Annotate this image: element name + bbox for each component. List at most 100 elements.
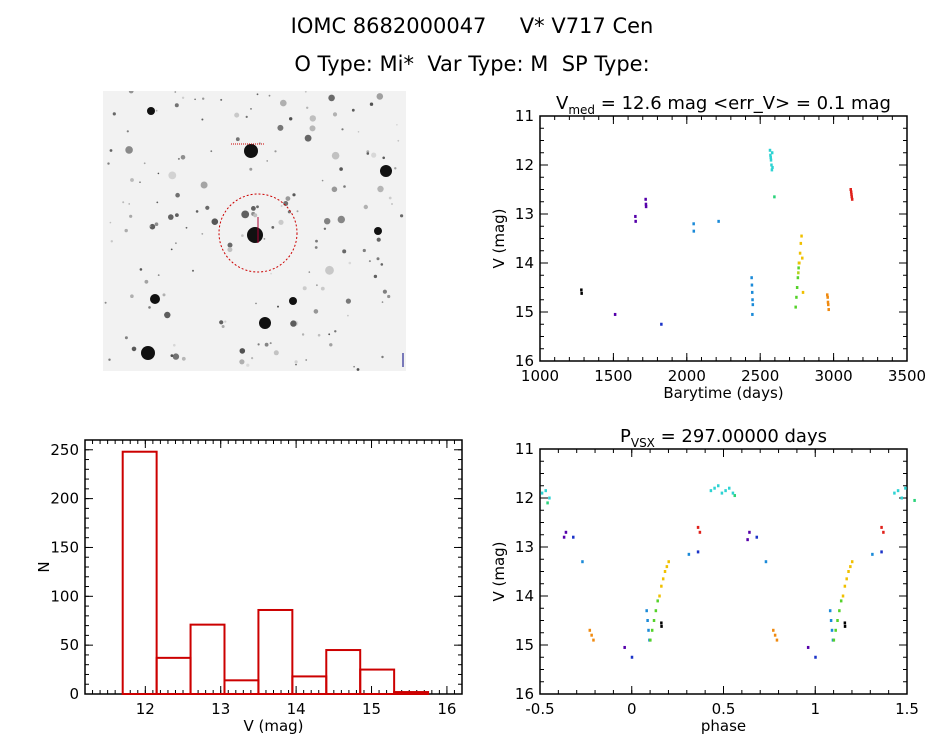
data-point: [646, 619, 649, 622]
x-tick-label: 13: [211, 700, 230, 718]
star: [280, 99, 287, 107]
histogram-bar: [257, 608, 294, 695]
star: [292, 193, 296, 197]
data-point: [634, 214, 637, 218]
star: [328, 333, 331, 336]
data-point: [871, 552, 874, 556]
data-point: [658, 594, 661, 598]
star: [277, 124, 284, 131]
data-point: [904, 486, 907, 490]
star: [227, 247, 233, 253]
star: [331, 151, 340, 160]
star: [195, 210, 199, 213]
star: [334, 330, 337, 333]
star: [396, 124, 398, 126]
data-point: [630, 655, 634, 659]
star: [382, 156, 386, 160]
histogram-bar: [359, 668, 396, 695]
star: [328, 94, 335, 102]
x-axis-label: Barytime (days): [663, 384, 783, 402]
star: [201, 118, 204, 121]
data-point: [724, 489, 727, 493]
data-point: [717, 219, 720, 223]
data-point: [836, 619, 839, 622]
bright-star: [150, 294, 160, 304]
title-main: P: [620, 426, 631, 447]
star: [309, 125, 316, 132]
plot-frame: [84, 439, 463, 695]
data-point: [801, 290, 805, 294]
star: [341, 128, 344, 131]
star: [263, 238, 266, 240]
header-title: IOMC 8682000047 V* V717 Cen: [290, 14, 654, 38]
star: [329, 343, 333, 347]
star: [245, 115, 248, 118]
data-point: [770, 168, 774, 172]
data-point: [845, 577, 848, 581]
data-point: [696, 550, 700, 554]
star: [149, 225, 152, 228]
star: [376, 93, 384, 100]
star: [201, 233, 204, 235]
bright-star: [141, 346, 155, 360]
data-point: [665, 565, 669, 569]
data-point: [771, 165, 774, 169]
x-tick-label: 3500: [888, 367, 926, 385]
data-point: [827, 308, 830, 312]
data-point: [692, 222, 695, 226]
star: [227, 242, 233, 248]
histogram-bar: [291, 675, 328, 696]
x-tick-label: 16: [437, 700, 456, 718]
star: [143, 162, 146, 165]
data-point: [709, 489, 713, 493]
lightcurve-plot: 1000 1500 2000 2500 3000 3500 11 12 13 14 15 16 Bary…: [490, 93, 926, 402]
star: [316, 284, 318, 287]
star: [308, 271, 311, 273]
plot-frame: [539, 115, 908, 362]
data-point: [751, 303, 755, 307]
data-point: [613, 312, 617, 316]
y-tick-label: 14: [515, 587, 534, 605]
data-point: [839, 599, 843, 603]
y-tick-label: 13: [515, 205, 534, 223]
histogram-bar: [155, 656, 192, 695]
star: [234, 112, 240, 118]
star: [107, 162, 110, 165]
star: [109, 149, 113, 152]
data-point: [850, 192, 853, 196]
data-point: [581, 560, 584, 564]
data-point: [775, 638, 779, 642]
data-point: [751, 312, 754, 316]
phased-plot: -0.5 0 0.5 1 1.5 11 12 13 14 15 16 phase V (mag) PVSX…: [490, 426, 919, 735]
data-point: [748, 530, 751, 534]
star: [108, 358, 111, 361]
histogram-bar: [393, 691, 430, 695]
star: [125, 146, 133, 154]
star: [175, 242, 177, 245]
star: [239, 359, 245, 365]
data-point: [829, 619, 833, 622]
y-tick-label: 12: [515, 489, 534, 507]
star: [357, 131, 360, 133]
star: [181, 356, 186, 361]
star: [128, 203, 130, 205]
star: [314, 246, 318, 249]
star: [353, 365, 355, 368]
data-point: [795, 286, 799, 289]
data-point: [772, 628, 775, 632]
star: [294, 360, 298, 364]
star: [264, 342, 269, 347]
data-point: [728, 486, 731, 490]
data-point: [654, 609, 658, 613]
star: [104, 301, 107, 304]
data-point: [770, 163, 773, 167]
y-tick-label: 16: [515, 352, 534, 370]
star: [342, 249, 347, 254]
bright-star: [380, 165, 392, 177]
y-tick-label: 250: [50, 441, 79, 459]
star: [304, 134, 312, 142]
data-point: [770, 151, 774, 155]
plot-frame: [539, 448, 908, 695]
star: [356, 368, 360, 371]
